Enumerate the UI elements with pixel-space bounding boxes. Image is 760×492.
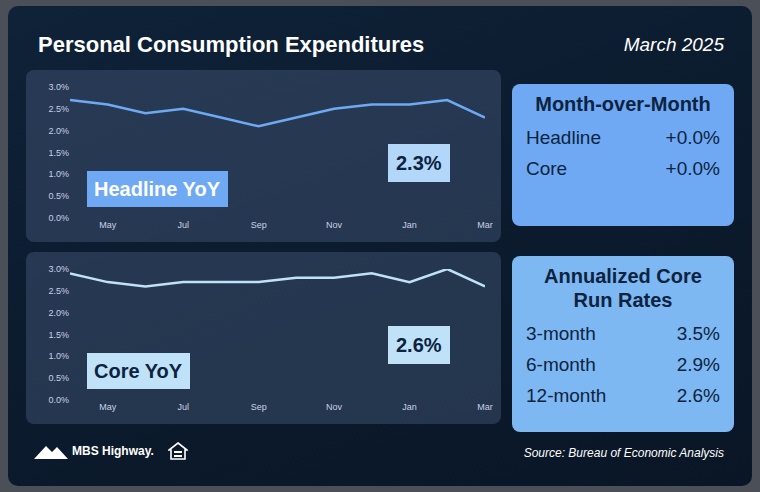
html-text:Core: Core: [526, 158, 568, 179]
svg-text:Nov: Nov: [326, 220, 343, 230]
html-text:Month-over-Month: Month-over-Month: [535, 93, 711, 115]
html-text:March 2025: March 2025: [623, 34, 724, 55]
svg-text:Mar: Mar: [477, 402, 493, 412]
svg-text:Jan: Jan: [402, 220, 417, 230]
svg-text:1.5%: 1.5%: [48, 330, 69, 340]
svg-text:2.6%: 2.6%: [396, 334, 442, 356]
html-text:3-month: 3-month: [526, 323, 596, 344]
html-text:3.5%: 3.5%: [676, 323, 720, 344]
svg-text:1.0%: 1.0%: [48, 169, 69, 179]
svg-text:Jul: Jul: [177, 402, 189, 412]
svg-text:May: May: [99, 402, 117, 412]
svg-text:3.0%: 3.0%: [48, 264, 69, 274]
svg-text:Nov: Nov: [326, 402, 343, 412]
svg-text:2.0%: 2.0%: [48, 308, 69, 318]
html-text:Personal Consumption Expenditu: Personal Consumption Expenditures: [38, 32, 425, 57]
svg-text:0.5%: 0.5%: [48, 191, 69, 201]
html-text:+0.0%: +0.0%: [665, 158, 720, 179]
svg-text:Core YoY: Core YoY: [94, 360, 183, 382]
html-text:2.9%: 2.9%: [676, 354, 720, 375]
svg-text:2.5%: 2.5%: [48, 286, 69, 296]
svg-text:0.0%: 0.0%: [48, 395, 69, 405]
svg-text:3.0%: 3.0%: [48, 82, 69, 92]
svg-text:Mar: Mar: [477, 220, 493, 230]
svg-text:May: May: [99, 220, 117, 230]
html-text:Source: Bureau of Economic Ana: Source: Bureau of Economic Analysis: [523, 446, 724, 460]
svg-text:2.5%: 2.5%: [48, 104, 69, 114]
html-text:2.6%: 2.6%: [676, 385, 720, 406]
svg-text:1.0%: 1.0%: [48, 351, 69, 361]
svg-text:Jul: Jul: [177, 220, 189, 230]
html-text:6-month: 6-month: [526, 354, 596, 375]
svg-text:2.3%: 2.3%: [396, 152, 442, 174]
html-text:MBS Highway.: MBS Highway.: [72, 444, 154, 458]
svg-text:0.5%: 0.5%: [48, 373, 69, 383]
html-text:Annualized Core Run Rates: Annualized Core Run Rates: [544, 265, 702, 311]
html-text:Headline: Headline: [526, 127, 601, 148]
svg-text:Headline YoY: Headline YoY: [94, 178, 221, 200]
svg-text:Jan: Jan: [402, 402, 417, 412]
html-text:+0.0%: +0.0%: [665, 127, 720, 148]
svg-text:2.0%: 2.0%: [48, 126, 69, 136]
svg-text:Sep: Sep: [251, 402, 267, 412]
html-text:12-month: 12-month: [526, 385, 607, 406]
svg-text:0.0%: 0.0%: [48, 213, 69, 223]
svg-text:1.5%: 1.5%: [48, 148, 69, 158]
svg-text:Sep: Sep: [251, 220, 267, 230]
